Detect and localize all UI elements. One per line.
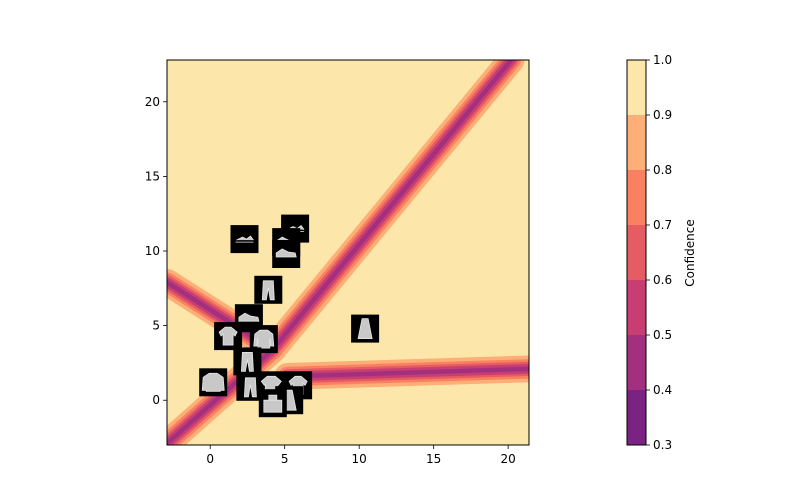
trouser-glyph: [240, 351, 254, 372]
dress-glyph: [357, 318, 373, 340]
colorbar-tick-label: 0.9: [653, 108, 672, 122]
colorbar: 0.3 0.4 0.5 0.6 0.7 0.8 0.9 1.0: [626, 53, 672, 452]
x-tick-label: 5: [281, 452, 289, 466]
colorbar-segment: [627, 60, 646, 115]
colorbar-tick-label: 0.3: [653, 438, 672, 452]
trouser-glyph: [261, 280, 275, 301]
sneaker-marker: [272, 240, 301, 268]
colorbar-segment: [627, 390, 646, 445]
coat-glyph: [201, 372, 225, 392]
plot-frame: [166, 59, 530, 446]
trouser-marker: [233, 347, 262, 376]
y-tick-label: 0: [152, 393, 160, 407]
shirt-marker: [214, 322, 243, 351]
colorbar-frame: [626, 59, 647, 446]
y-axis: 0 5 10 15 20: [145, 95, 167, 407]
colorbar-segment: [627, 335, 646, 390]
bag-marker: [258, 389, 287, 418]
coat-marker: [199, 368, 228, 397]
colorbar-tick-label: 0.8: [653, 163, 672, 177]
image-markers: [199, 214, 380, 418]
y-tick-label: 20: [145, 95, 160, 109]
boundary-diagonal-upper: [270, 60, 514, 352]
y-tick-label: 5: [152, 319, 160, 333]
sneaker-glyph: [275, 248, 297, 258]
x-tick-label: 10: [352, 452, 367, 466]
boundary-lower-right: [285, 366, 529, 379]
y-tick-label: 15: [145, 169, 160, 183]
y-tick-label: 10: [145, 244, 160, 258]
trouser-marker: [254, 275, 283, 304]
dress-marker: [351, 314, 380, 343]
x-tick-label: 15: [426, 452, 441, 466]
x-tick-label: 20: [501, 452, 516, 466]
bag-glyph: [263, 394, 283, 413]
colorbar-tick-label: 1.0: [653, 53, 672, 67]
colorbar-tick-label: 0.4: [653, 383, 672, 397]
colorbar-label: Confidence: [683, 219, 697, 286]
colorbar-segment: [627, 115, 646, 170]
colorbar-segment: [627, 280, 646, 335]
colorbar-tick-label: 0.7: [653, 218, 672, 232]
shirt-glyph: [218, 326, 238, 346]
pullover-glyph: [253, 329, 275, 349]
sandal-marker: [230, 225, 259, 254]
pullover-marker: [249, 325, 278, 354]
colorbar-tick-label: 0.5: [653, 328, 672, 342]
x-tick-label: 0: [206, 452, 214, 466]
x-axis: 0 5 10 15 20: [206, 445, 516, 466]
colorbar-segment: [627, 170, 646, 225]
trouser-glyph: [243, 377, 257, 398]
sneaker-glyph: [238, 312, 260, 322]
colorbar-segment: [627, 225, 646, 280]
colorbar-tick-label: 0.6: [653, 273, 672, 287]
sandal-glyph: [235, 235, 254, 243]
